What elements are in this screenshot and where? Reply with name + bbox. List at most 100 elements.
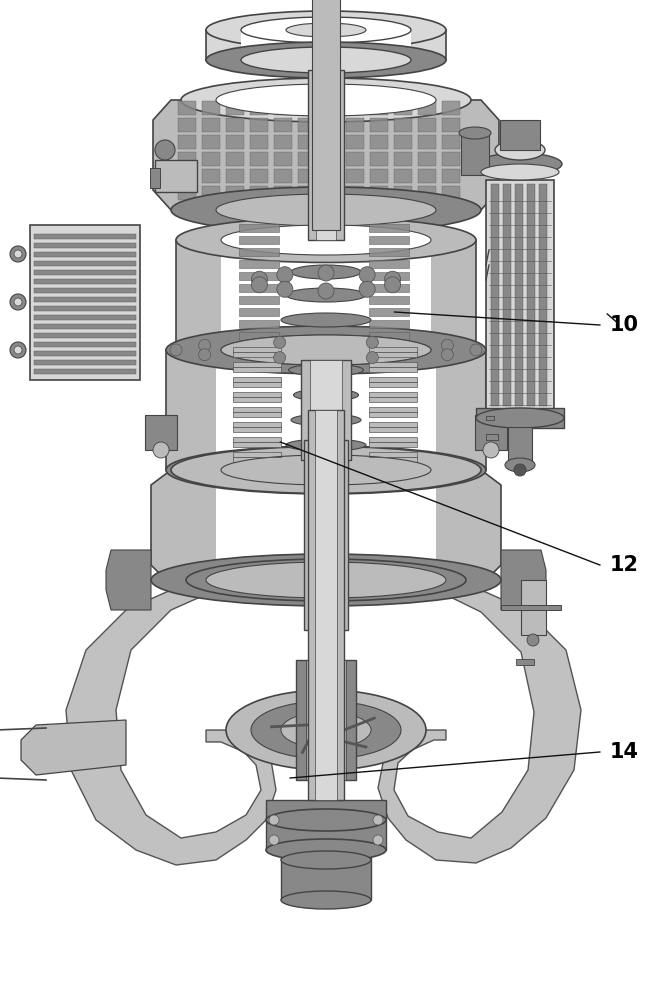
- Bar: [178, 186, 196, 200]
- Bar: [369, 284, 409, 292]
- Circle shape: [366, 336, 378, 348]
- Bar: [370, 152, 388, 166]
- Circle shape: [10, 294, 26, 310]
- Bar: [202, 186, 220, 200]
- Bar: [418, 186, 436, 200]
- Bar: [145, 415, 177, 450]
- Bar: [281, 855, 371, 900]
- Bar: [233, 362, 281, 372]
- Bar: [418, 135, 436, 149]
- Bar: [515, 184, 523, 406]
- Circle shape: [514, 464, 526, 476]
- Bar: [418, 118, 436, 132]
- Bar: [346, 186, 364, 200]
- Bar: [442, 152, 460, 166]
- Polygon shape: [66, 590, 276, 865]
- Ellipse shape: [281, 712, 371, 748]
- Bar: [370, 169, 388, 183]
- Bar: [539, 184, 547, 406]
- Bar: [250, 135, 268, 149]
- Bar: [369, 437, 417, 447]
- Ellipse shape: [281, 891, 371, 909]
- Bar: [216, 470, 436, 580]
- Ellipse shape: [241, 47, 411, 73]
- Bar: [202, 101, 220, 115]
- Ellipse shape: [266, 839, 386, 861]
- Bar: [298, 118, 316, 132]
- Bar: [34, 351, 136, 356]
- Bar: [369, 392, 417, 402]
- Bar: [34, 324, 136, 329]
- Ellipse shape: [221, 455, 431, 485]
- Bar: [250, 152, 268, 166]
- Circle shape: [441, 339, 453, 351]
- Bar: [370, 135, 388, 149]
- Bar: [369, 224, 409, 232]
- Bar: [369, 236, 409, 244]
- Ellipse shape: [206, 562, 446, 598]
- Ellipse shape: [495, 140, 545, 160]
- Bar: [274, 118, 292, 132]
- Bar: [274, 186, 292, 200]
- Ellipse shape: [281, 313, 371, 327]
- Bar: [369, 377, 417, 387]
- Bar: [178, 169, 196, 183]
- Ellipse shape: [206, 11, 446, 49]
- Bar: [34, 360, 136, 365]
- Bar: [486, 180, 554, 410]
- Bar: [369, 308, 409, 316]
- Bar: [304, 440, 348, 630]
- Bar: [176, 240, 476, 350]
- Bar: [239, 332, 279, 340]
- Circle shape: [373, 835, 383, 845]
- Bar: [250, 118, 268, 132]
- Bar: [233, 437, 281, 447]
- Ellipse shape: [221, 335, 431, 365]
- Ellipse shape: [478, 153, 562, 175]
- Circle shape: [153, 442, 169, 458]
- Bar: [202, 135, 220, 149]
- Circle shape: [269, 815, 279, 825]
- Ellipse shape: [286, 23, 366, 37]
- Bar: [274, 169, 292, 183]
- Ellipse shape: [286, 439, 366, 451]
- Ellipse shape: [176, 328, 476, 372]
- Circle shape: [277, 267, 293, 283]
- Bar: [527, 184, 535, 406]
- Bar: [346, 101, 364, 115]
- Circle shape: [199, 339, 211, 351]
- Bar: [155, 160, 197, 192]
- Bar: [34, 315, 136, 320]
- Bar: [500, 120, 540, 150]
- Bar: [475, 415, 507, 450]
- Ellipse shape: [476, 408, 564, 428]
- Ellipse shape: [206, 42, 446, 78]
- Bar: [298, 135, 316, 149]
- Circle shape: [359, 281, 375, 297]
- Bar: [301, 360, 351, 460]
- Bar: [442, 135, 460, 149]
- Polygon shape: [153, 100, 499, 210]
- Bar: [250, 186, 268, 200]
- Bar: [226, 169, 244, 183]
- Bar: [461, 133, 489, 175]
- Bar: [34, 342, 136, 347]
- Bar: [202, 118, 220, 132]
- Bar: [233, 377, 281, 387]
- Circle shape: [14, 346, 22, 354]
- Bar: [226, 152, 244, 166]
- Bar: [476, 408, 564, 428]
- Bar: [226, 101, 244, 115]
- Bar: [226, 118, 244, 132]
- Ellipse shape: [221, 335, 431, 365]
- Ellipse shape: [216, 194, 436, 226]
- Bar: [312, 440, 340, 630]
- Bar: [30, 225, 140, 380]
- Circle shape: [14, 250, 22, 258]
- Circle shape: [269, 835, 279, 845]
- Circle shape: [385, 277, 400, 293]
- Bar: [298, 101, 316, 115]
- Bar: [442, 118, 460, 132]
- Polygon shape: [151, 470, 501, 580]
- Bar: [216, 350, 436, 470]
